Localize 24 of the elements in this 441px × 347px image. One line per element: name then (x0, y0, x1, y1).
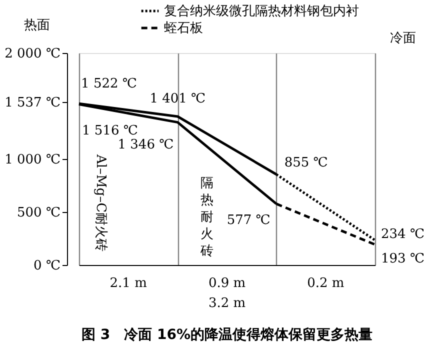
annotation: 隔热耐火砖 (200, 176, 214, 259)
data-label: 1 401 ℃ (150, 91, 206, 106)
y-tick-label: 0 ℃ (34, 258, 60, 274)
text: 图 3 冷面 16%的降温使得熔体保留更多热量 (82, 326, 372, 343)
annotation: Al–Mg–C耐火砖 (93, 153, 108, 252)
data-label: 1 522 ℃ (81, 76, 137, 92)
text: 2.1 m (110, 276, 147, 291)
text: 冷面 (390, 31, 416, 46)
legend-label: 蛭石板 (164, 21, 203, 36)
data-label: 855 ℃ (284, 155, 328, 170)
y-tick-label: 500 ℃ (17, 206, 60, 220)
legend-label: 复合纳米级微孔隔热材料钢包内衬 (164, 4, 359, 19)
text: 0.9 m (208, 276, 246, 291)
data-label: 193 ℃ (381, 252, 424, 267)
y-tick-label: 1 000 ℃ (4, 152, 60, 168)
data-label: 1 516 ℃ (82, 123, 138, 138)
text: 3.2 m (208, 296, 246, 311)
data-label: 577 ℃ (226, 212, 270, 228)
text: 热面 (24, 18, 50, 33)
data-label: 234 ℃ (381, 227, 424, 242)
y-tick-label: 2 000 ℃ (4, 46, 60, 62)
y-tick-label: 1 537 ℃ (4, 96, 60, 111)
text: 0.2 m (307, 276, 344, 291)
data-label: 1 346 ℃ (118, 137, 174, 152)
